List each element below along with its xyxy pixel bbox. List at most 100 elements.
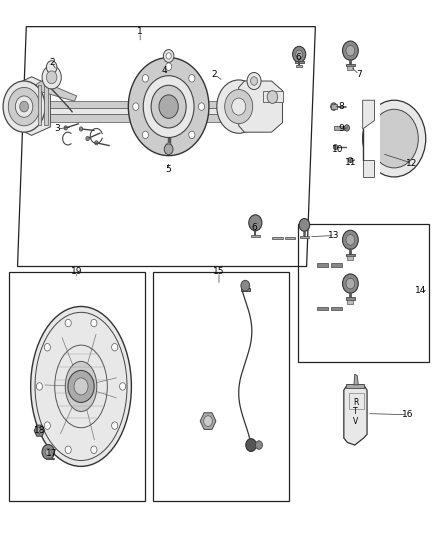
Circle shape (343, 41, 358, 60)
Circle shape (163, 50, 174, 62)
Circle shape (44, 422, 50, 429)
Text: T: T (353, 407, 358, 416)
Circle shape (37, 427, 42, 434)
Circle shape (166, 63, 172, 70)
Text: 19: 19 (71, 268, 82, 276)
Circle shape (65, 446, 71, 454)
Text: 7: 7 (356, 70, 362, 79)
Text: 3: 3 (54, 125, 60, 133)
Text: 8: 8 (339, 102, 345, 111)
Text: 18: 18 (34, 426, 45, 435)
Circle shape (45, 448, 51, 456)
Text: 17: 17 (46, 449, 57, 457)
Circle shape (363, 100, 426, 177)
Bar (331, 104, 337, 109)
Circle shape (247, 72, 261, 90)
Polygon shape (14, 77, 50, 135)
Bar (298, 224, 429, 362)
Circle shape (225, 90, 253, 124)
Polygon shape (34, 425, 45, 436)
Circle shape (343, 274, 358, 293)
Circle shape (255, 441, 262, 449)
Bar (317, 307, 328, 310)
Circle shape (8, 87, 40, 126)
Text: 6: 6 (251, 223, 257, 231)
Text: 13: 13 (328, 231, 339, 240)
Circle shape (86, 136, 89, 141)
Bar (153, 272, 289, 501)
Text: 14: 14 (415, 286, 426, 295)
Circle shape (344, 125, 350, 131)
Circle shape (143, 76, 194, 138)
Text: 2: 2 (212, 70, 217, 79)
Circle shape (189, 131, 195, 139)
Circle shape (166, 53, 171, 59)
Text: 1: 1 (137, 28, 143, 36)
Circle shape (91, 319, 97, 327)
Text: 5: 5 (166, 165, 172, 174)
Polygon shape (363, 100, 374, 129)
Text: 4: 4 (162, 66, 167, 75)
Bar (9, 272, 145, 501)
Circle shape (204, 416, 212, 426)
Bar (285, 237, 295, 239)
Circle shape (348, 157, 353, 163)
Circle shape (166, 143, 172, 150)
Circle shape (333, 144, 338, 150)
Circle shape (64, 126, 67, 130)
Bar (347, 66, 353, 70)
Circle shape (151, 85, 186, 128)
Circle shape (251, 77, 258, 85)
Circle shape (346, 278, 355, 289)
Bar (296, 65, 302, 67)
Circle shape (112, 344, 118, 351)
Bar (317, 263, 328, 266)
Ellipse shape (65, 361, 97, 411)
Circle shape (36, 383, 42, 390)
Circle shape (267, 91, 278, 103)
Bar (44, 85, 48, 125)
Circle shape (128, 58, 209, 156)
Circle shape (142, 131, 148, 139)
Bar (263, 91, 283, 102)
Bar (272, 237, 283, 239)
Polygon shape (344, 385, 367, 445)
Circle shape (343, 230, 358, 249)
Bar (241, 288, 250, 291)
Bar (346, 297, 355, 300)
Circle shape (42, 66, 61, 89)
Text: 9: 9 (339, 125, 345, 133)
Circle shape (241, 280, 250, 291)
Circle shape (189, 75, 195, 82)
Bar (38, 85, 41, 125)
Circle shape (346, 235, 355, 245)
Text: V: V (353, 417, 358, 425)
Text: 12: 12 (406, 159, 417, 167)
Polygon shape (354, 374, 358, 385)
Circle shape (91, 446, 97, 454)
Circle shape (120, 383, 126, 390)
Circle shape (44, 344, 50, 351)
Ellipse shape (31, 306, 131, 466)
Text: 11: 11 (345, 158, 356, 166)
Circle shape (346, 45, 355, 56)
Circle shape (142, 75, 148, 82)
Circle shape (42, 445, 54, 459)
Circle shape (370, 109, 418, 168)
Bar (346, 384, 364, 388)
Circle shape (65, 319, 71, 327)
Text: R: R (353, 398, 358, 407)
Text: 10: 10 (332, 145, 344, 154)
Bar (346, 64, 355, 66)
Circle shape (246, 439, 256, 451)
Bar (251, 235, 260, 237)
Circle shape (331, 103, 337, 110)
Text: 15: 15 (213, 268, 225, 276)
Circle shape (299, 219, 310, 231)
Text: 16: 16 (402, 410, 413, 419)
Circle shape (3, 81, 45, 132)
Circle shape (95, 141, 98, 145)
Polygon shape (363, 160, 374, 177)
Circle shape (79, 127, 83, 131)
Bar (349, 393, 364, 409)
